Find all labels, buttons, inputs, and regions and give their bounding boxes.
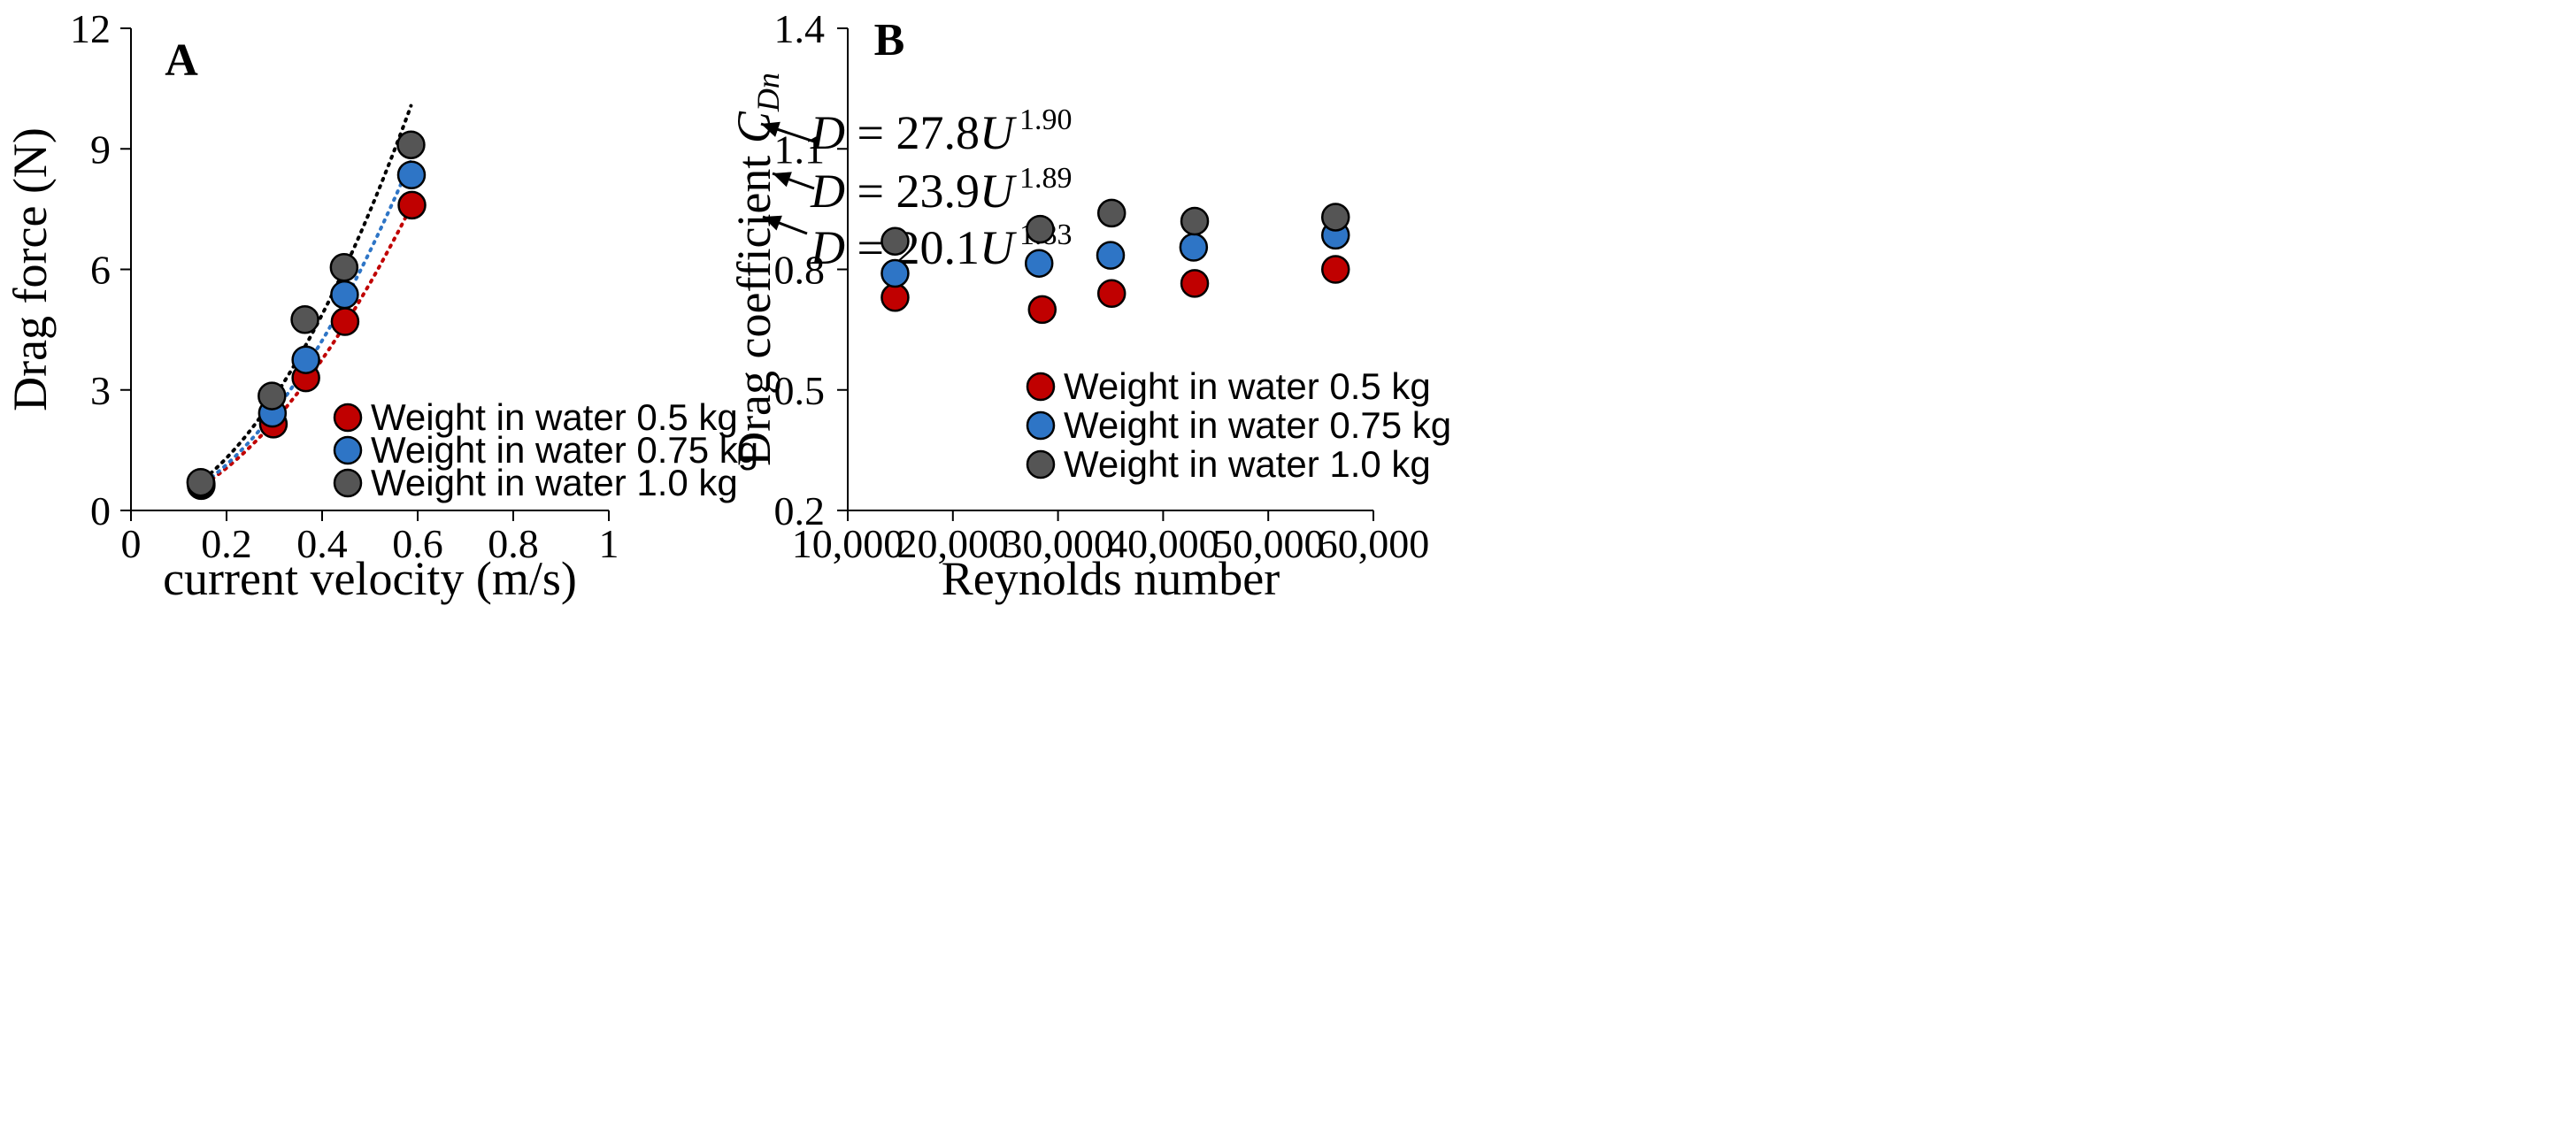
x-tick-label: 20,000: [897, 521, 1010, 566]
data-point-black: [880, 226, 910, 256]
data-point-red: [1180, 269, 1210, 298]
data-point-red: [330, 307, 360, 336]
data-point-blue: [291, 345, 320, 374]
data-point-blue: [1024, 249, 1054, 278]
y-tick-label: 1.1: [774, 127, 826, 172]
legend-label: Weight in water 1.0 kg: [1064, 443, 1431, 485]
arrow-head: [773, 172, 792, 188]
data-point-red: [397, 190, 427, 220]
chart-a: 0 3 6 9 12 0 0.2 0.4 0.6 0.8 1 current velocity (m/…: [4, 6, 1072, 605]
y-tick-label: 0.8: [774, 248, 826, 293]
data-point-blue: [1179, 233, 1209, 262]
legend-label: Weight in water 0.5 kg: [371, 396, 738, 438]
data-point-black: [396, 130, 426, 159]
data-point-blue: [396, 160, 427, 190]
y-tick-label: 0.5: [774, 368, 826, 413]
data-point-red: [880, 283, 910, 312]
x-axis-label: Reynolds number: [942, 552, 1280, 605]
legend-label: Weight in water 0.5 kg: [1064, 365, 1431, 407]
legend-marker: [1026, 449, 1056, 479]
data-point-black: [186, 467, 216, 497]
legend-label: Weight in water 1.0 kg: [371, 462, 738, 503]
chart-b: 0.2 0.5 0.8 1.1 1.4 10,00020,00030,00040,0005…: [727, 6, 1451, 605]
x-tick-label: 10,000: [792, 521, 904, 566]
y-tick-label: 0.2: [774, 488, 826, 533]
y-axis-label: Drag coefficient CDn: [727, 73, 786, 466]
data-point-red: [1027, 295, 1057, 325]
y-tick-label: 0: [90, 488, 111, 533]
legend-marker: [333, 403, 363, 433]
x-tick-label: 0.8: [488, 521, 539, 566]
x-tick-label: 0.2: [201, 521, 252, 566]
fit-equation: D = 27.8U 1.90: [810, 104, 1072, 159]
legend-marker: [1026, 410, 1056, 441]
data-point-black: [290, 305, 319, 334]
y-tick-label: 3: [90, 368, 111, 413]
data-point-black: [1180, 206, 1210, 236]
y-axis-label: Drag force (N): [4, 127, 57, 411]
legend-marker: [333, 435, 363, 465]
y-tick-label: 6: [90, 248, 111, 293]
x-tick-label: 30,000: [1002, 521, 1114, 566]
data-point-black: [1026, 214, 1055, 244]
legend-marker: [1026, 372, 1056, 402]
x-tick-label: 0: [121, 521, 142, 566]
x-tick-label: 0.6: [392, 521, 443, 566]
panel-label: B: [874, 15, 905, 65]
data-point-black: [1096, 198, 1127, 228]
x-tick-label: 60,000: [1318, 521, 1430, 566]
y-tick-label: 9: [90, 127, 111, 172]
y-tick-label: 12: [70, 6, 111, 51]
legend-label: Weight in water 0.75 kg: [1064, 404, 1451, 446]
x-tick-label: 1: [599, 521, 619, 566]
data-point-black: [1320, 203, 1350, 232]
legend-label: Weight in water 0.75 kg: [371, 429, 758, 471]
data-point-red: [1096, 279, 1127, 308]
data-point-black: [329, 252, 359, 282]
data-point-blue: [880, 258, 910, 288]
x-tick-label: 50,000: [1212, 521, 1325, 566]
legend-marker: [333, 468, 363, 498]
x-tick-label: 40,000: [1107, 521, 1219, 566]
y-tick-label: 1.4: [774, 6, 826, 51]
fit-equation: D = 23.9U 1.89: [810, 162, 1072, 218]
data-point-red: [1320, 255, 1350, 284]
arrow-head: [761, 121, 780, 137]
x-axis-label: current velocity (m/s): [163, 552, 577, 605]
data-point-blue: [1096, 241, 1126, 270]
data-point-blue: [330, 280, 359, 310]
panel-label: A: [165, 35, 198, 86]
x-tick-label: 0.4: [296, 521, 348, 566]
arrow-head: [763, 215, 782, 231]
data-point-black: [258, 381, 287, 410]
